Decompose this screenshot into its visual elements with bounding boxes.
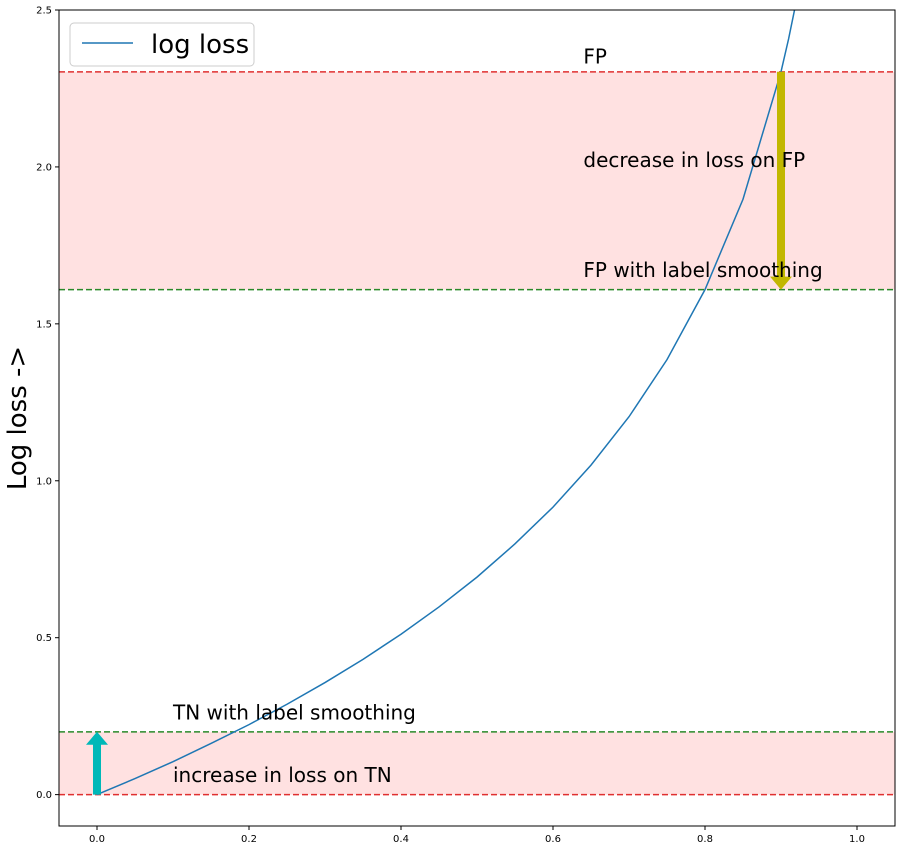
legend: log loss: [69, 22, 255, 67]
y-tick-label-5: 2.5: [36, 6, 52, 17]
arrow-0: [770, 71, 792, 290]
hlines-layer: [59, 71, 895, 796]
y-tick-label-2: 1.0: [36, 476, 52, 487]
x-tick-label-1: 0.2: [241, 834, 257, 845]
arrow-1: [86, 731, 108, 795]
x-tick-label-0: 0.0: [89, 834, 105, 845]
annotation-1: decrease in loss on FP: [583, 148, 805, 172]
annotation-3: TN with label smoothing: [172, 700, 416, 724]
arrows-layer: [86, 71, 792, 795]
y-tick-label-1: 0.5: [36, 633, 52, 644]
annotation-0: FP: [583, 44, 607, 68]
shaded-band-0: [59, 71, 895, 290]
series-line-0: [96, 10, 796, 796]
x-tick-label-4: 0.8: [697, 834, 713, 845]
shaded-band-1: [59, 731, 895, 795]
annotation-4: increase in loss on TN: [173, 763, 392, 787]
x-tick-label-2: 0.4: [393, 834, 409, 845]
y-tick-label-4: 2.0: [36, 162, 52, 173]
x-tick-label-3: 0.6: [545, 834, 561, 845]
y-axis-label: Log loss ->: [3, 346, 33, 490]
annotation-2: FP with label smoothing: [583, 258, 822, 282]
series-layer: [96, 10, 796, 796]
legend-box: [69, 22, 255, 67]
y-tick-label-0: 0.0: [36, 790, 52, 801]
x-tick-label-5: 1.0: [849, 834, 865, 845]
y-tick-label-3: 1.5: [36, 319, 52, 330]
legend-entry-log-loss: log loss: [151, 30, 249, 60]
bands-layer: [59, 71, 895, 795]
x-axis: 0.0 0.2 0.4 0.6 0.8 1.0: [89, 826, 865, 845]
plot-frame: [58, 9, 896, 827]
annotations-layer: FP decrease in loss on FP FP with label sm…: [172, 44, 823, 787]
y-axis: 0.0 0.5 1.0 1.5 2.0 2.5: [36, 6, 59, 801]
